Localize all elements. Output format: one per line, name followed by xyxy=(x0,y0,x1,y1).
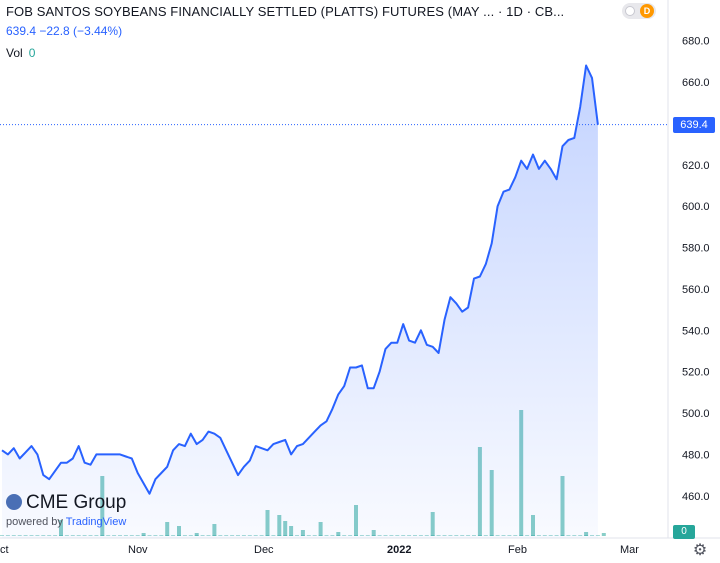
y-tick-label: 480.0 xyxy=(682,449,710,461)
x-tick-label: ct xyxy=(0,544,9,556)
delayed-badge: D xyxy=(640,4,654,18)
x-tick-label: Dec xyxy=(254,544,274,556)
gear-icon[interactable]: ⚙ xyxy=(692,542,708,559)
status-toggle[interactable]: D xyxy=(622,3,656,19)
last-price-tag: 639.4 xyxy=(673,116,715,133)
brand-name: CME Group xyxy=(6,492,126,514)
y-tick-label: 580.0 xyxy=(682,243,710,255)
x-tick-label: Nov xyxy=(128,544,148,556)
y-tick-label: 560.0 xyxy=(682,284,710,296)
volume-value: 0 xyxy=(28,46,36,60)
volume-bar xyxy=(601,533,606,536)
y-tick-label: 680.0 xyxy=(682,36,710,48)
price-area-fill xyxy=(2,65,598,538)
x-tick-label: Feb xyxy=(508,544,527,556)
y-tick-label: 460.0 xyxy=(682,491,710,503)
y-tick-label: 540.0 xyxy=(682,325,710,337)
tradingview-link[interactable]: TradingView xyxy=(65,516,127,528)
volume-tag: 0 xyxy=(673,525,695,539)
y-tick-label: 600.0 xyxy=(682,201,710,213)
volume-label: Vol xyxy=(6,46,23,60)
powered-by[interactable]: powered by TradingView xyxy=(6,516,127,528)
price-line xyxy=(1,64,599,495)
y-tick-label: 520.0 xyxy=(682,367,710,379)
y-tick-label: 660.0 xyxy=(682,77,710,89)
volume-legend: Vol 0 xyxy=(6,46,35,60)
status-dot-icon xyxy=(625,6,635,16)
x-tick-label: 2022 xyxy=(387,544,411,556)
y-tick-label: 620.0 xyxy=(682,160,710,172)
y-tick-label: 500.0 xyxy=(682,408,710,420)
cme-logo: CME Group powered by TradingView xyxy=(6,492,126,528)
price-quote: 639.4 −22.8 (−3.44%) xyxy=(6,24,123,38)
x-tick-label: Mar xyxy=(620,544,639,556)
symbol-title[interactable]: FOB SANTOS SOYBEANS FINANCIALLY SETTLED … xyxy=(6,4,565,19)
globe-icon xyxy=(6,494,22,510)
